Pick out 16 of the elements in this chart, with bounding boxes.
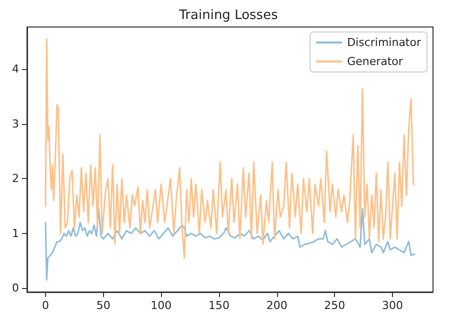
y-tick-label: 2 <box>12 172 19 186</box>
chart-title: Training Losses <box>178 8 278 23</box>
legend-label: Generator <box>347 55 404 68</box>
x-tick-label: 300 <box>382 299 404 312</box>
legend-label: Discriminator <box>347 36 422 49</box>
x-tick-label: 150 <box>208 299 230 312</box>
y-tick-label: 3 <box>12 117 19 130</box>
x-tick-label: 100 <box>150 299 172 312</box>
y-tick-label: 1 <box>12 226 19 240</box>
y-tick-label: 0 <box>12 282 19 295</box>
x-tick-label: 250 <box>324 299 346 312</box>
y-tick-label: 4 <box>12 62 19 76</box>
x-tick-label: 0 <box>42 299 50 312</box>
line-series <box>44 208 416 281</box>
x-tick-label: 50 <box>96 299 110 312</box>
x-tick-label: 200 <box>266 299 288 312</box>
